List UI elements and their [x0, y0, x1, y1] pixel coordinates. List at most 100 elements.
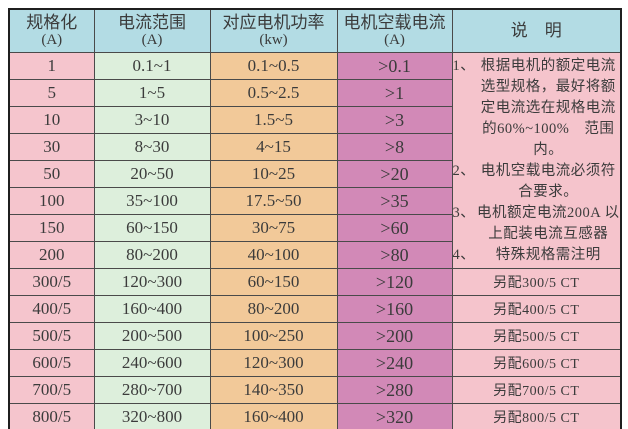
cell-noload: >0.1	[336, 52, 453, 80]
table-row: 500/5 200~500 100~250 >200 另配500/5 CT	[8, 322, 622, 350]
cell-spec: 300/5	[8, 268, 95, 296]
cell-range: 320~800	[93, 403, 211, 429]
cell-power: 100~250	[209, 322, 338, 350]
ct-cell: 另配500/5 CT	[451, 322, 622, 350]
cell-power: 1.5~5	[209, 106, 338, 134]
note-item: 1、 根据电机的额定电流选型规格，最好将额定电流选在规格电流的60%~100% 范…	[452, 56, 620, 161]
cell-spec: 200	[8, 241, 95, 269]
header-motor-power-title: 对应电机功率	[222, 12, 325, 32]
cell-power: 0.5~2.5	[209, 79, 338, 107]
note-text: 特殊规格需注明	[495, 246, 601, 263]
notes-cell: 1、 根据电机的额定电流选型规格，最好将额定电流选在规格电流的60%~100% 范…	[451, 52, 622, 269]
note-number: 2、	[452, 162, 476, 179]
note-text: 根据电机的额定电流选型规格，最好将额定电流选在规格电流的60%~100% 范围内…	[480, 57, 616, 158]
ct-cell: 另配600/5 CT	[451, 349, 622, 377]
cell-noload: >120	[336, 268, 453, 296]
cell-spec: 30	[8, 133, 95, 161]
cell-noload: >35	[336, 187, 453, 215]
cell-spec: 800/5	[8, 403, 95, 429]
cell-spec: 10	[8, 106, 95, 134]
cell-spec: 150	[8, 214, 95, 242]
cell-power: 160~400	[209, 403, 338, 429]
cell-spec: 5	[8, 79, 95, 107]
cell-noload: >280	[336, 376, 453, 404]
ct-cell: 另配700/5 CT	[451, 376, 622, 404]
table-row: 1 0.1~1 0.1~0.5 >0.1 1、 根据电机的额定电流选型规格，最好将额定电流…	[8, 52, 622, 269]
cell-power: 10~25	[209, 160, 338, 188]
table-row: 150 60~150 30~75 >60	[8, 214, 621, 242]
header-noload-current-unit: (A)	[384, 32, 405, 49]
cell-spec: 1	[8, 52, 95, 80]
cell-spec: 600/5	[8, 349, 95, 377]
header-notes-title: 说 明	[510, 21, 562, 41]
note-text: 电机额定电流200A 以上配装电流互感器	[476, 204, 620, 242]
table-row: 700/5 280~700 140~350 >280 另配700/5 CT	[8, 376, 622, 404]
cell-power: 30~75	[209, 214, 338, 242]
table-row: 200 80~200 40~100 >80	[8, 241, 621, 269]
header-motor-power: 对应电机功率 (kw)	[209, 8, 338, 53]
cell-range: 120~300	[93, 268, 211, 296]
header-noload-current-title: 电机空载电流	[343, 12, 446, 32]
cell-spec: 400/5	[8, 295, 95, 323]
cell-range: 35~100	[93, 187, 211, 215]
cell-spec: 700/5	[8, 376, 95, 404]
cell-noload: >80	[336, 241, 453, 269]
note-text: 电机空载电流必须符合要求。	[480, 162, 616, 200]
cell-noload: >1	[336, 79, 453, 107]
header-motor-power-unit: (kw)	[259, 32, 288, 49]
table-row: 600/5 240~600 120~300 >240 另配600/5 CT	[8, 349, 622, 377]
cell-noload: >160	[336, 295, 453, 323]
cell-noload: >8	[336, 133, 453, 161]
table-row: 400/5 160~400 80~200 >160 另配400/5 CT	[8, 295, 622, 323]
table-row: 5 1~5 0.5~2.5 >1	[8, 79, 621, 107]
cell-power: 120~300	[209, 349, 338, 377]
header-spec-title: 规格化	[26, 12, 78, 32]
ct-cell: 另配300/5 CT	[451, 268, 622, 296]
cell-range: 8~30	[93, 133, 211, 161]
cell-range: 60~150	[93, 214, 211, 242]
cell-range: 200~500	[93, 322, 211, 350]
note-number: 1、	[452, 57, 476, 74]
motor-current-spec-table: 规格化 (A) 电流范围 (A) 对应电机功率 (kw) 电机空载电流 (A) …	[8, 8, 622, 429]
note-item: 4、 特殊规格需注明	[452, 245, 620, 266]
cell-noload: >240	[336, 349, 453, 377]
table-row: 300/5 120~300 60~150 >120 另配300/5 CT	[8, 268, 622, 296]
cell-noload: >20	[336, 160, 453, 188]
ct-cell: 另配400/5 CT	[451, 295, 622, 323]
cell-power: 60~150	[209, 268, 338, 296]
cell-range: 280~700	[93, 376, 211, 404]
cell-range: 240~600	[93, 349, 211, 377]
header-current-range: 电流范围 (A)	[93, 8, 211, 53]
header-notes: 说 明	[451, 8, 622, 53]
cell-power: 40~100	[209, 241, 338, 269]
cell-noload: >3	[336, 106, 453, 134]
table-body: 1 0.1~1 0.1~0.5 >0.1 1、 根据电机的额定电流选型规格，最好将额定电流…	[8, 52, 622, 429]
cell-range: 160~400	[93, 295, 211, 323]
ct-cell: 另配800/5 CT	[451, 403, 622, 429]
table-row: 100 35~100 17.5~50 >35	[8, 187, 621, 215]
header-row: 规格化 (A) 电流范围 (A) 对应电机功率 (kw) 电机空载电流 (A) …	[8, 8, 622, 53]
header-spec-unit: (A)	[41, 32, 63, 49]
header-current-range-unit: (A)	[141, 32, 163, 49]
cell-noload: >200	[336, 322, 453, 350]
cell-spec: 500/5	[8, 322, 95, 350]
note-item: 3、 电机额定电流200A 以上配装电流互感器	[452, 203, 620, 245]
cell-power: 0.1~0.5	[209, 52, 338, 80]
table-row: 10 3~10 1.5~5 >3	[8, 106, 621, 134]
cell-power: 80~200	[209, 295, 338, 323]
cell-spec: 100	[8, 187, 95, 215]
cell-noload: >320	[336, 403, 453, 429]
cell-range: 80~200	[93, 241, 211, 269]
cell-range: 0.1~1	[93, 52, 211, 80]
header-current-range-title: 电流范围	[118, 12, 186, 32]
cell-power: 4~15	[209, 133, 338, 161]
cell-noload: >60	[336, 214, 453, 242]
cell-power: 140~350	[209, 376, 338, 404]
cell-power: 17.5~50	[209, 187, 338, 215]
cell-range: 3~10	[93, 106, 211, 134]
cell-spec: 50	[8, 160, 95, 188]
table-row: 800/5 320~800 160~400 >320 另配800/5 CT	[8, 403, 622, 429]
note-number: 3、	[452, 204, 476, 221]
note-number: 4、	[452, 246, 476, 263]
